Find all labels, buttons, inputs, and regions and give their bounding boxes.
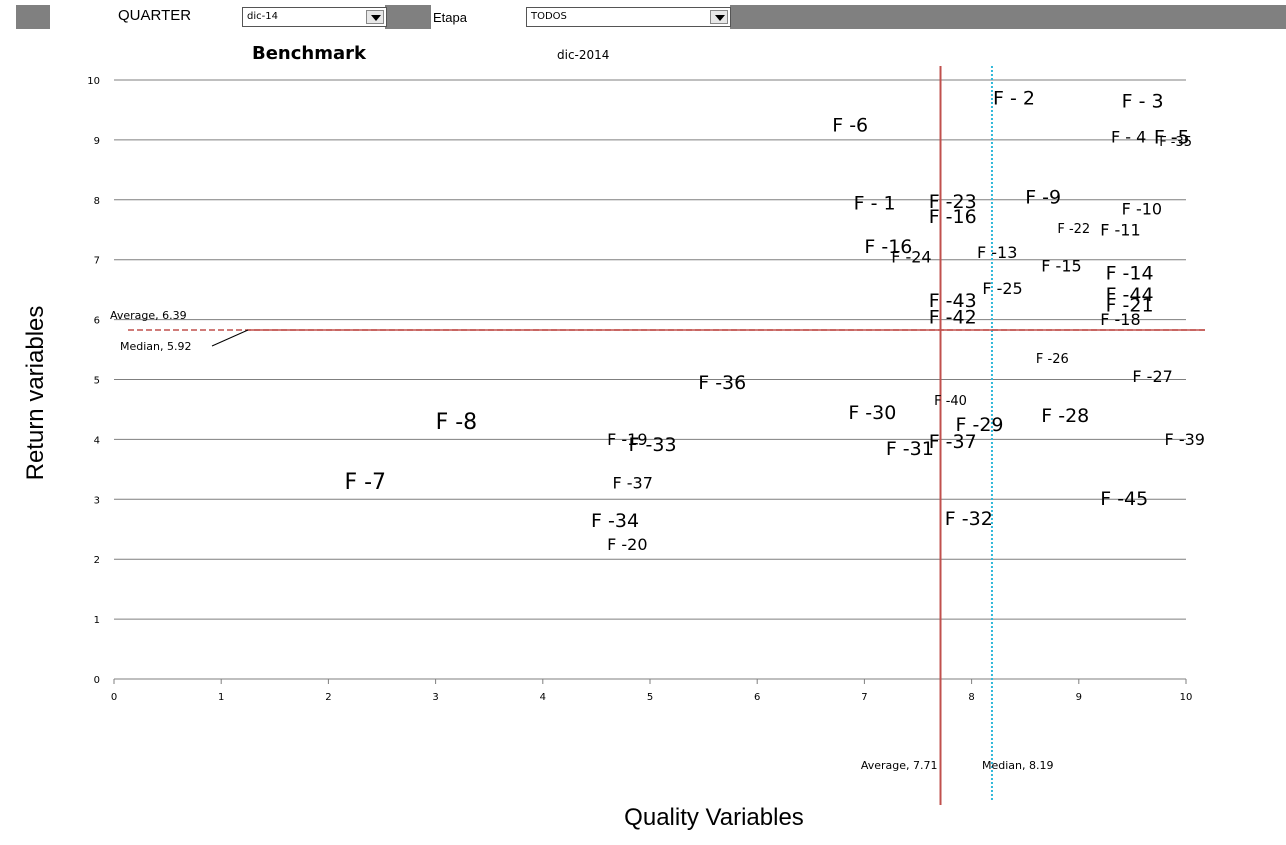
x-tick-label: 10 — [1180, 692, 1193, 703]
filter-bar: QUARTER dic-14 Etapa TODOS — [0, 0, 1286, 30]
median-return-leader-line — [211, 329, 249, 347]
data-point-label: F -6 — [832, 115, 868, 137]
data-point-label: F - 2 — [993, 88, 1035, 110]
grid-lines — [114, 79, 1186, 680]
quarter-select-value: dic-14 — [247, 11, 278, 22]
y-tick-label: 1 — [94, 615, 100, 626]
data-point-label: F -19 — [607, 430, 647, 449]
data-point-label: F -37 — [929, 431, 977, 453]
y-tick-label: 6 — [94, 316, 100, 327]
data-point-label: F -21 — [1106, 294, 1154, 316]
y-tick-label: 4 — [94, 435, 100, 446]
data-point-label: F -28 — [1041, 405, 1089, 427]
average-return-label: Average, 6.39 — [110, 309, 187, 322]
x-tick-label: 8 — [968, 692, 974, 703]
y-tick-label: 8 — [94, 196, 100, 207]
chevron-down-icon[interactable] — [710, 10, 728, 24]
x-tick-label: 2 — [325, 692, 331, 703]
y-tick-label: 9 — [94, 136, 100, 147]
chart-subtitle: dic-2014 — [557, 48, 609, 62]
data-point-label: F -13 — [977, 243, 1017, 262]
stage-label: Etapa — [433, 10, 467, 25]
data-point-label: F - 4 — [1111, 128, 1146, 147]
x-axis-label: Quality Variables — [624, 804, 804, 831]
axis-ticks: 0 1 2 3 4 5 6 7 8 9 10 0 1 2 3 4 5 6 7 8 9 10 — [87, 76, 1192, 703]
x-tick-label: 1 — [218, 692, 224, 703]
y-tick-label: 7 — [94, 256, 100, 267]
data-point-label: F -16 — [864, 236, 912, 258]
data-point-label: F -39 — [1165, 430, 1205, 449]
data-point-label: F -43 — [929, 290, 977, 312]
x-tick-label: 3 — [432, 692, 438, 703]
data-point-label: F -23 — [929, 191, 977, 213]
reference-lines: Average, 7.71 Median, 8.19 Average, 6.39 Me… — [110, 66, 1205, 805]
data-point-label: F -29 — [956, 414, 1004, 436]
y-tick-label: 3 — [94, 495, 100, 506]
x-tick-label: 4 — [540, 692, 546, 703]
data-point-label: F - 1 — [854, 192, 896, 214]
data-point-label: F -11 — [1100, 220, 1140, 239]
x-tick-label: 0 — [111, 692, 117, 703]
x-tick-label: 6 — [754, 692, 760, 703]
y-tick-label: 0 — [94, 675, 100, 686]
data-point-label: F -31 — [886, 438, 934, 460]
data-point-label: F -10 — [1122, 199, 1162, 218]
stage-select[interactable]: TODOS — [526, 7, 731, 27]
y-tick-label: 5 — [94, 376, 100, 387]
stage-select-value: TODOS — [531, 11, 567, 22]
median-return-label: Median, 5.92 — [120, 340, 192, 353]
chevron-down-icon[interactable] — [366, 10, 384, 24]
filter-bar-right-block — [730, 5, 1286, 29]
filter-bar-left-block — [16, 5, 50, 29]
y-axis-label: Return variables — [22, 306, 49, 481]
data-point-label: F -20 — [607, 535, 647, 554]
data-point-label: F -14 — [1106, 263, 1154, 285]
x-tick-label: 9 — [1076, 692, 1082, 703]
chart-title: Benchmark — [252, 43, 367, 64]
median-quality-label: Median, 8.19 — [982, 759, 1054, 772]
data-point-label: F -34 — [591, 510, 639, 532]
data-point-label: F -18 — [1100, 310, 1140, 329]
data-point-label: F -9 — [1025, 186, 1061, 208]
data-point-label: F -33 — [629, 434, 677, 456]
data-point-label: F -45 — [1100, 488, 1148, 510]
quarter-select[interactable]: dic-14 — [242, 7, 387, 27]
data-point-label: F - 3 — [1122, 91, 1164, 113]
data-point-label: F -32 — [945, 508, 993, 530]
data-point-label: F -37 — [612, 474, 652, 493]
data-point-label: F -26 — [1036, 352, 1069, 367]
data-point-label: F -24 — [891, 247, 931, 266]
quarter-label: QUARTER — [118, 7, 192, 24]
x-tick-label: 5 — [647, 692, 653, 703]
data-point-label: F -35 — [1159, 135, 1192, 150]
data-point-label: F -42 — [929, 306, 977, 328]
filter-bar-mid-block — [385, 5, 431, 29]
x-tick-label: 7 — [861, 692, 867, 703]
data-point-label: F -36 — [698, 372, 746, 394]
data-point-label: F -40 — [934, 394, 967, 409]
data-point-label: F -30 — [848, 402, 896, 424]
data-point-label: F -27 — [1132, 367, 1172, 386]
average-quality-label: Average, 7.71 — [861, 759, 938, 772]
data-point-label: F -8 — [436, 410, 478, 435]
data-point-label: F -7 — [344, 470, 386, 495]
y-tick-label: 2 — [94, 555, 100, 566]
data-point-label: F -15 — [1041, 256, 1081, 275]
data-point-label: F -16 — [929, 206, 977, 228]
data-point-label: F -25 — [982, 279, 1022, 298]
data-point-label: F -22 — [1057, 222, 1090, 237]
y-tick-label: 10 — [87, 76, 100, 87]
data-point-label: F -44 — [1106, 284, 1154, 306]
data-point-label: F -5 — [1154, 127, 1190, 149]
